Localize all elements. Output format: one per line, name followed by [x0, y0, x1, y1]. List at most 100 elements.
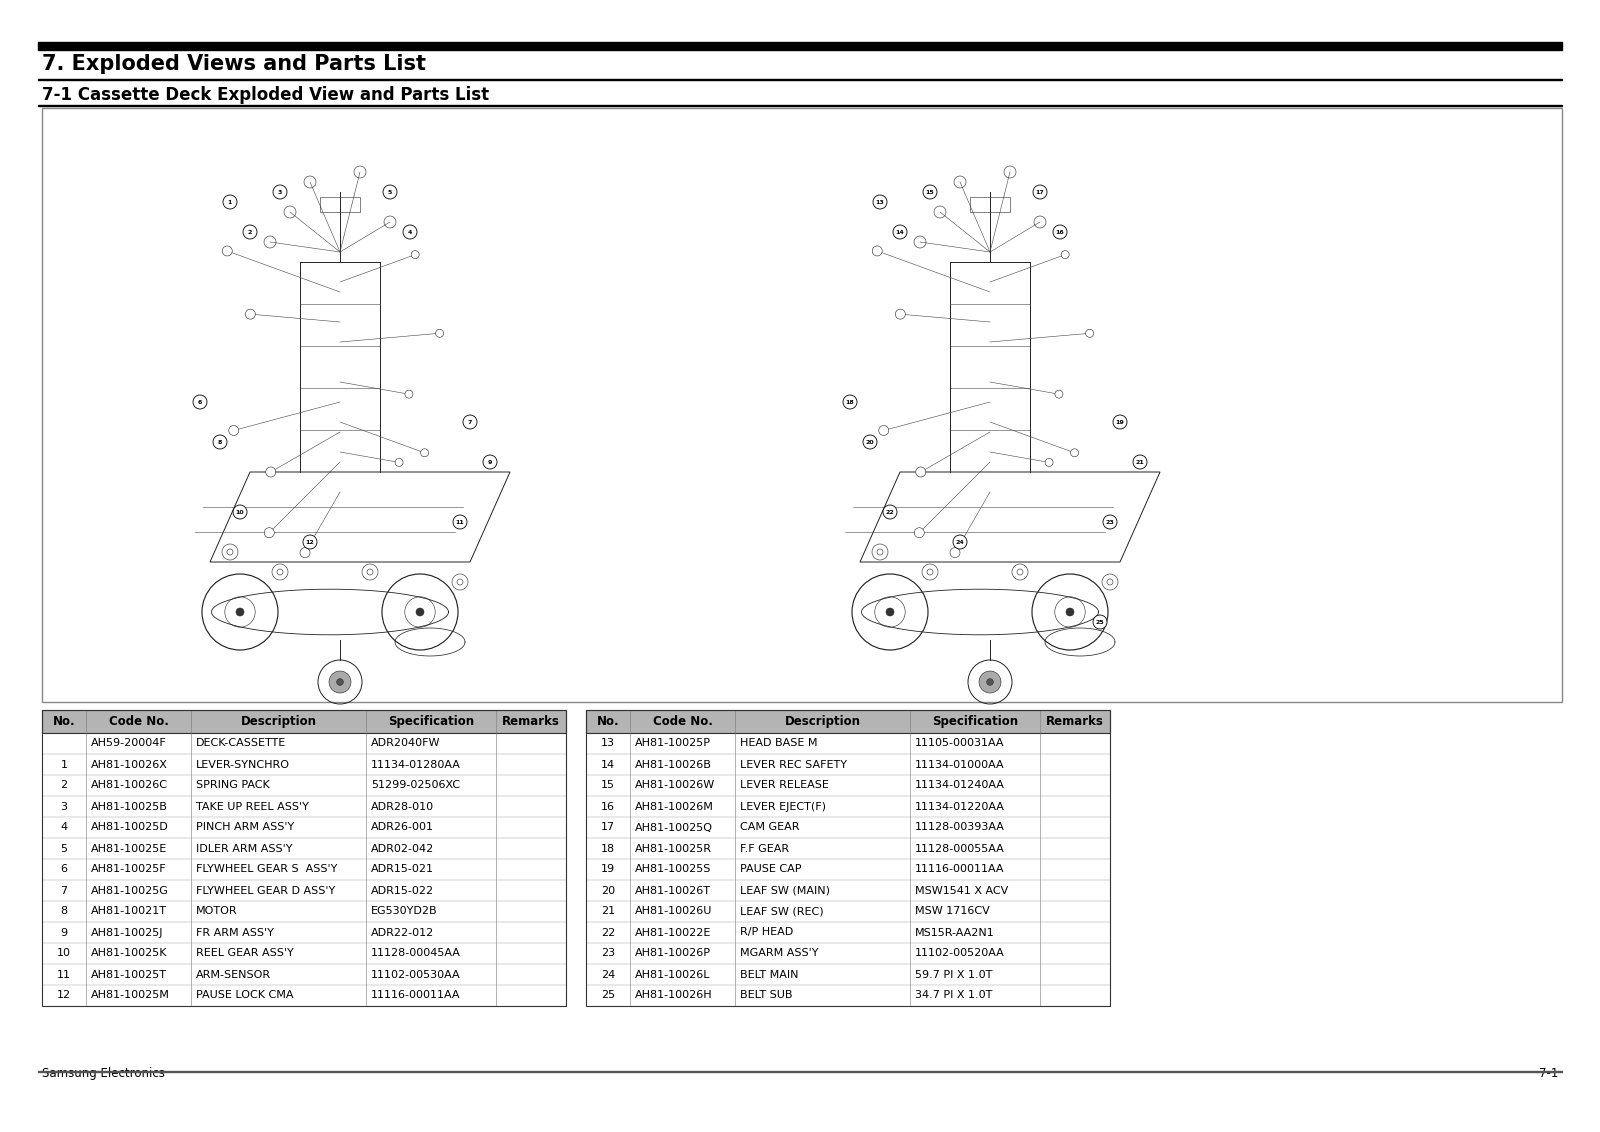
Text: 14: 14 — [602, 760, 614, 770]
Bar — [42, 710, 566, 1006]
Circle shape — [987, 679, 994, 685]
Text: Description: Description — [240, 715, 317, 728]
Circle shape — [266, 468, 275, 477]
Text: 12: 12 — [58, 990, 70, 1001]
Text: Samsung Electronics: Samsung Electronics — [42, 1067, 165, 1080]
Text: AH81-10025M: AH81-10025M — [91, 990, 170, 1001]
Circle shape — [1066, 608, 1074, 616]
Bar — [586, 880, 1110, 901]
Text: FLYWHEEL GEAR S  ASS'Y: FLYWHEEL GEAR S ASS'Y — [195, 865, 338, 875]
Circle shape — [915, 468, 926, 477]
Text: 11116-00011AA: 11116-00011AA — [915, 865, 1005, 875]
Circle shape — [264, 528, 274, 538]
Bar — [586, 710, 1110, 734]
Text: AH81-10026T: AH81-10026T — [635, 885, 710, 895]
Circle shape — [301, 548, 310, 558]
Bar — [42, 880, 566, 901]
Text: BELT SUB: BELT SUB — [739, 990, 792, 1001]
Circle shape — [1061, 250, 1069, 258]
Text: MSW 1716CV: MSW 1716CV — [915, 907, 990, 917]
Circle shape — [872, 246, 882, 256]
Circle shape — [883, 505, 898, 518]
Bar — [42, 775, 566, 796]
Text: MS15R-AA2N1: MS15R-AA2N1 — [915, 927, 995, 937]
Text: IDLER ARM ASS'Y: IDLER ARM ASS'Y — [195, 843, 293, 854]
Text: 11102-00530AA: 11102-00530AA — [371, 969, 461, 979]
Text: F.F GEAR: F.F GEAR — [739, 843, 789, 854]
Text: 23: 23 — [1106, 520, 1114, 524]
Text: LEVER-SYNCHRO: LEVER-SYNCHRO — [195, 760, 290, 770]
Text: ADR15-021: ADR15-021 — [371, 865, 434, 875]
Text: 11128-00393AA: 11128-00393AA — [915, 823, 1005, 832]
Circle shape — [1086, 329, 1094, 337]
Text: 24: 24 — [602, 969, 614, 979]
Text: LEVER EJECT(F): LEVER EJECT(F) — [739, 801, 826, 812]
Text: AH81-10026P: AH81-10026P — [635, 949, 710, 959]
Text: AH81-10026M: AH81-10026M — [635, 801, 714, 812]
Text: 20: 20 — [866, 439, 874, 445]
Circle shape — [1034, 185, 1046, 199]
Text: 1: 1 — [61, 760, 67, 770]
Text: R/P HEAD: R/P HEAD — [739, 927, 794, 937]
Text: ARM-SENSOR: ARM-SENSOR — [195, 969, 270, 979]
Text: Code No.: Code No. — [109, 715, 168, 728]
Text: 25: 25 — [602, 990, 614, 1001]
Bar — [42, 734, 566, 754]
Text: AH81-10026U: AH81-10026U — [635, 907, 712, 917]
Text: AH81-10026L: AH81-10026L — [635, 969, 710, 979]
Bar — [42, 859, 566, 880]
Circle shape — [330, 671, 350, 693]
Text: 11: 11 — [58, 969, 70, 979]
Bar — [970, 197, 1010, 212]
Circle shape — [1070, 448, 1078, 457]
Text: ADR02-042: ADR02-042 — [371, 843, 434, 854]
Text: 4: 4 — [61, 823, 67, 832]
Text: BELT MAIN: BELT MAIN — [739, 969, 798, 979]
Text: FLYWHEEL GEAR D ASS'Y: FLYWHEEL GEAR D ASS'Y — [195, 885, 336, 895]
Circle shape — [1093, 615, 1107, 629]
Text: 8: 8 — [61, 907, 67, 917]
Circle shape — [213, 435, 227, 449]
Text: Specification: Specification — [931, 715, 1018, 728]
Circle shape — [237, 608, 243, 616]
Circle shape — [843, 395, 858, 409]
Bar — [42, 838, 566, 859]
Text: 4: 4 — [408, 230, 413, 234]
Text: 24: 24 — [955, 540, 965, 544]
Text: AH81-10025T: AH81-10025T — [91, 969, 166, 979]
Text: 3: 3 — [61, 801, 67, 812]
Circle shape — [862, 435, 877, 449]
Bar — [586, 985, 1110, 1006]
Circle shape — [274, 185, 286, 199]
Text: 16: 16 — [1056, 230, 1064, 234]
Text: ADR22-012: ADR22-012 — [371, 927, 434, 937]
Circle shape — [243, 225, 258, 239]
Text: 17: 17 — [602, 823, 614, 832]
Bar — [586, 838, 1110, 859]
Text: AH81-10025E: AH81-10025E — [91, 843, 168, 854]
Text: AH81-10025J: AH81-10025J — [91, 927, 163, 937]
Text: 7-1 Cassette Deck Exploded View and Parts List: 7-1 Cassette Deck Exploded View and Part… — [42, 86, 490, 104]
Text: No.: No. — [53, 715, 75, 728]
Circle shape — [194, 395, 206, 409]
Text: AH81-10026B: AH81-10026B — [635, 760, 712, 770]
Text: 14: 14 — [896, 230, 904, 234]
Bar — [586, 921, 1110, 943]
Circle shape — [950, 548, 960, 558]
Circle shape — [302, 535, 317, 549]
Text: 16: 16 — [602, 801, 614, 812]
Text: DECK-CASSETTE: DECK-CASSETTE — [195, 738, 286, 748]
Text: TAKE UP REEL ASS'Y: TAKE UP REEL ASS'Y — [195, 801, 309, 812]
Circle shape — [405, 391, 413, 398]
Text: REEL GEAR ASS'Y: REEL GEAR ASS'Y — [195, 949, 294, 959]
Circle shape — [245, 309, 256, 319]
Text: 2: 2 — [248, 230, 253, 234]
Text: HEAD BASE M: HEAD BASE M — [739, 738, 818, 748]
Text: 9: 9 — [61, 927, 67, 937]
Circle shape — [896, 309, 906, 319]
Bar — [586, 901, 1110, 921]
Text: AH81-10025G: AH81-10025G — [91, 885, 170, 895]
Text: LEVER REC SAFETY: LEVER REC SAFETY — [739, 760, 846, 770]
Bar — [42, 108, 1562, 702]
Text: 5: 5 — [387, 189, 392, 195]
